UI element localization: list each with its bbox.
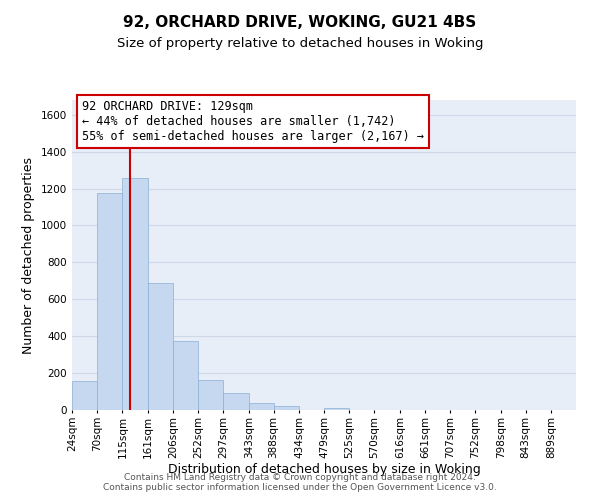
Bar (223, 394, 248, 410)
Text: Size of property relative to detached houses in Woking: Size of property relative to detached ho… (117, 38, 483, 51)
Text: 92 ORCHARD DRIVE: 129sqm
← 44% of detached houses are smaller (1,742)
55% of sem: 92 ORCHARD DRIVE: 129sqm ← 44% of detach… (82, 100, 424, 143)
Bar (248, 403, 274, 410)
Text: Contains HM Land Registry data © Crown copyright and database right 2024.: Contains HM Land Registry data © Crown c… (124, 474, 476, 482)
Text: 92, ORCHARD DRIVE, WOKING, GU21 4BS: 92, ORCHARD DRIVE, WOKING, GU21 4BS (124, 15, 476, 30)
Bar (198, 380, 223, 410)
Bar (173, 341, 198, 410)
Y-axis label: Number of detached properties: Number of detached properties (22, 156, 35, 354)
Bar (72, 382, 97, 410)
X-axis label: Distribution of detached houses by size in Woking: Distribution of detached houses by size … (167, 463, 481, 476)
Bar (97, 193, 122, 410)
Bar (274, 406, 299, 410)
Bar (122, 178, 148, 410)
Bar (324, 408, 349, 410)
Text: Contains public sector information licensed under the Open Government Licence v3: Contains public sector information licen… (103, 484, 497, 492)
Bar (148, 282, 173, 410)
